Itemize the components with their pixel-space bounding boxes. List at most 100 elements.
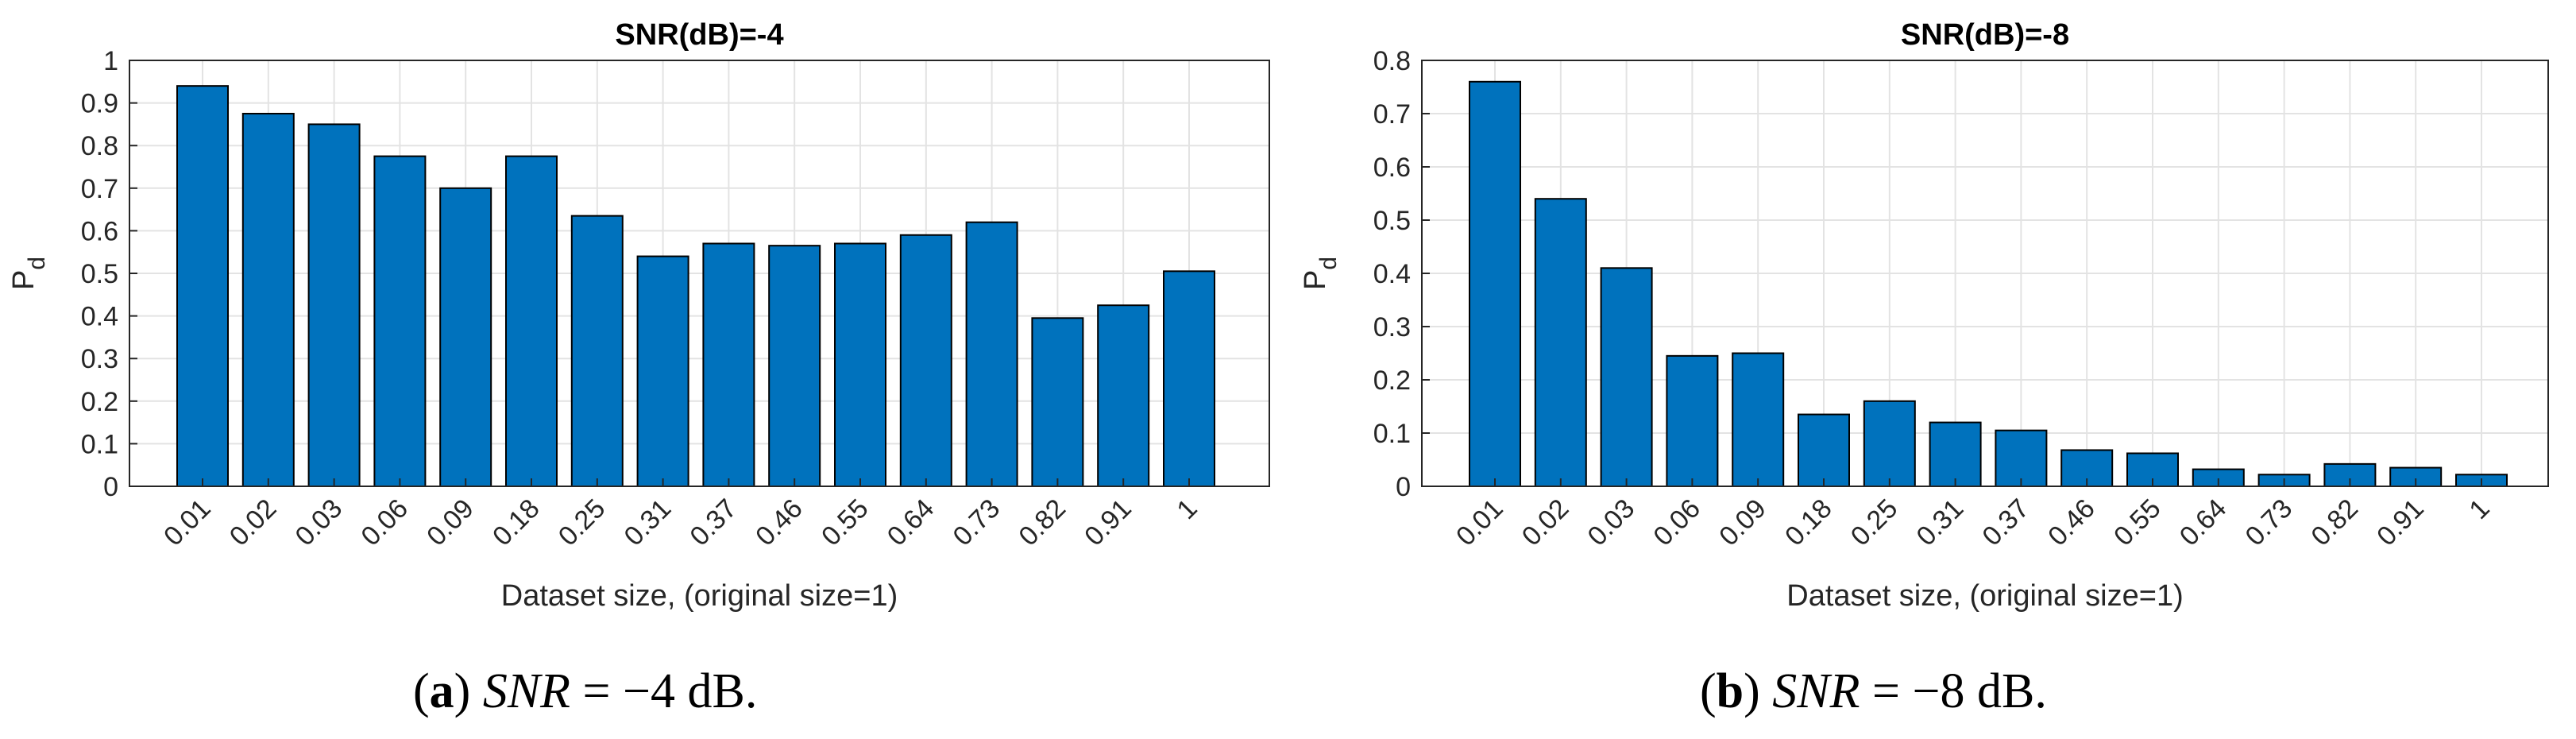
- x-tick-label: 0.55: [2108, 493, 2167, 552]
- caption-part: (: [413, 664, 430, 718]
- caption-part: SNR: [483, 664, 570, 718]
- y-tick-label: 0.8: [81, 131, 118, 161]
- y-tick-label: 0.8: [1373, 46, 1411, 76]
- y-tick-label: 0.4: [81, 302, 118, 332]
- y-tick-label: 0.1: [1373, 419, 1411, 449]
- bar-0.31: [636, 255, 689, 487]
- x-tick-label: 0.91: [1079, 493, 1137, 552]
- x-axis-label: Dataset size, (original size=1): [501, 579, 898, 613]
- panel-caption: (a) SNR = −4 dB.: [413, 664, 757, 718]
- bar-0.09: [439, 187, 492, 488]
- bar-0.46: [768, 245, 821, 487]
- bar-0.25: [570, 215, 624, 487]
- bar-0.06: [373, 155, 427, 487]
- x-tick-label: 0.73: [948, 493, 1006, 552]
- bar-0.06: [1666, 354, 1719, 487]
- y-axis-label-main: P: [1299, 270, 1332, 290]
- y-tick-label: 0: [103, 472, 118, 502]
- caption-part: = −8 dB.: [1860, 664, 2047, 718]
- y-tick-label: 0.3: [1373, 312, 1411, 342]
- bar-0.73: [965, 221, 1018, 487]
- chart-title: SNR(dB)=-8: [1901, 18, 2069, 52]
- x-tick-label: 0.02: [224, 493, 283, 552]
- y-tick-label: 0.6: [81, 216, 118, 246]
- y-axis-label-subscript: d: [24, 257, 50, 270]
- y-tick-label: 0.3: [81, 344, 118, 374]
- bar-0.64: [899, 234, 952, 487]
- bar-0.02: [241, 113, 295, 487]
- x-tick-label: 0.31: [619, 493, 678, 552]
- y-tick-label: 0.2: [1373, 366, 1411, 396]
- x-tick-label: 0.18: [1779, 493, 1838, 552]
- x-tick-label: 0.18: [487, 493, 546, 552]
- bar-0.01: [176, 85, 229, 487]
- bar-0.03: [1600, 267, 1653, 487]
- axes-frame: [1421, 60, 2549, 487]
- y-tick-label: 0.5: [81, 259, 118, 289]
- caption-part: b: [1717, 664, 1744, 718]
- x-tick-label: 0.31: [1911, 493, 1970, 552]
- x-tick-label: 0.46: [750, 493, 809, 552]
- bar-0.37: [1995, 429, 2048, 488]
- x-tick-label: 0.01: [1450, 493, 1509, 552]
- x-tick-label: 0.01: [158, 493, 217, 552]
- bar-0.03: [307, 123, 361, 487]
- x-tick-label: 0.64: [882, 493, 940, 552]
- y-tick-label: 0.7: [81, 174, 118, 204]
- bar-0.02: [1534, 198, 1587, 487]
- x-tick-label: 0.73: [2240, 493, 2299, 552]
- y-axis-label: Pd: [1299, 257, 1342, 290]
- y-axis-label-subscript: d: [1315, 257, 1342, 270]
- bar-0.18: [505, 155, 558, 487]
- y-tick-label: 0.4: [1373, 259, 1411, 289]
- x-tick-label: 1: [1171, 493, 1203, 525]
- caption-part: = −4 dB.: [570, 664, 757, 718]
- x-tick-label: 0.82: [2305, 493, 2364, 552]
- x-tick-label: 0.91: [2371, 493, 2430, 552]
- axes-frame: [129, 60, 1270, 487]
- x-tick-label: 0.55: [816, 493, 875, 552]
- x-tick-label: 0.37: [684, 493, 743, 552]
- caption-part: (: [1700, 664, 1717, 718]
- x-tick-label: 0.03: [1582, 493, 1641, 552]
- x-tick-label: 0.06: [355, 493, 414, 552]
- x-tick-label: 0.02: [1516, 493, 1575, 552]
- bar-0.01: [1469, 80, 1521, 488]
- bar-0.09: [1732, 352, 1785, 487]
- y-tick-label: 0.1: [81, 429, 118, 459]
- chart-title: SNR(dB)=-4: [615, 18, 783, 52]
- x-tick-label: 1: [2463, 493, 2495, 525]
- y-tick-label: 1: [103, 46, 118, 76]
- x-tick-label: 0.06: [1647, 493, 1706, 552]
- caption-part: ): [454, 664, 483, 718]
- bar-0.91: [1097, 304, 1150, 488]
- x-tick-label: 0.46: [2042, 493, 2101, 552]
- bar-0.31: [1929, 421, 1982, 487]
- x-tick-label: 0.03: [290, 493, 349, 552]
- caption-part: a: [430, 664, 454, 718]
- bar-0.55: [834, 242, 886, 487]
- bar-0.37: [702, 242, 755, 487]
- bar-0.82: [1031, 317, 1084, 487]
- x-tick-label: 0.09: [421, 493, 480, 552]
- y-axis-label: Pd: [7, 257, 50, 290]
- bar-0.25: [1863, 400, 1916, 487]
- y-tick-label: 0.7: [1373, 99, 1411, 130]
- y-tick-label: 0.9: [81, 89, 118, 119]
- chart-panel-b: 0 0.1 0.2 0.3 0.4 0.5 0.6 0.7 0.8 0.01 0.02 0.03 0.0…: [1299, 18, 2549, 718]
- y-tick-label: 0.2: [81, 387, 118, 417]
- y-tick-label: 0.6: [1373, 153, 1411, 183]
- x-tick-label: 0.82: [1013, 493, 1072, 552]
- bar-1: [1163, 270, 1215, 487]
- panel-caption: (b) SNR = −8 dB.: [1700, 664, 2047, 718]
- x-tick-label: 0.25: [1845, 493, 1904, 552]
- y-axis-label-main: P: [7, 270, 41, 290]
- chart-panel-a: 00.10.20.30.40.50.60.70.80.910.01 0.02 0.0…: [7, 18, 1270, 718]
- caption-part: SNR: [1772, 664, 1860, 718]
- y-tick-label: 0.5: [1373, 206, 1411, 236]
- x-tick-label: 0.37: [1976, 493, 2035, 552]
- x-tick-label: 0.25: [553, 493, 612, 552]
- bar-0.18: [1798, 413, 1850, 487]
- y-tick-label: 0: [1396, 472, 1411, 502]
